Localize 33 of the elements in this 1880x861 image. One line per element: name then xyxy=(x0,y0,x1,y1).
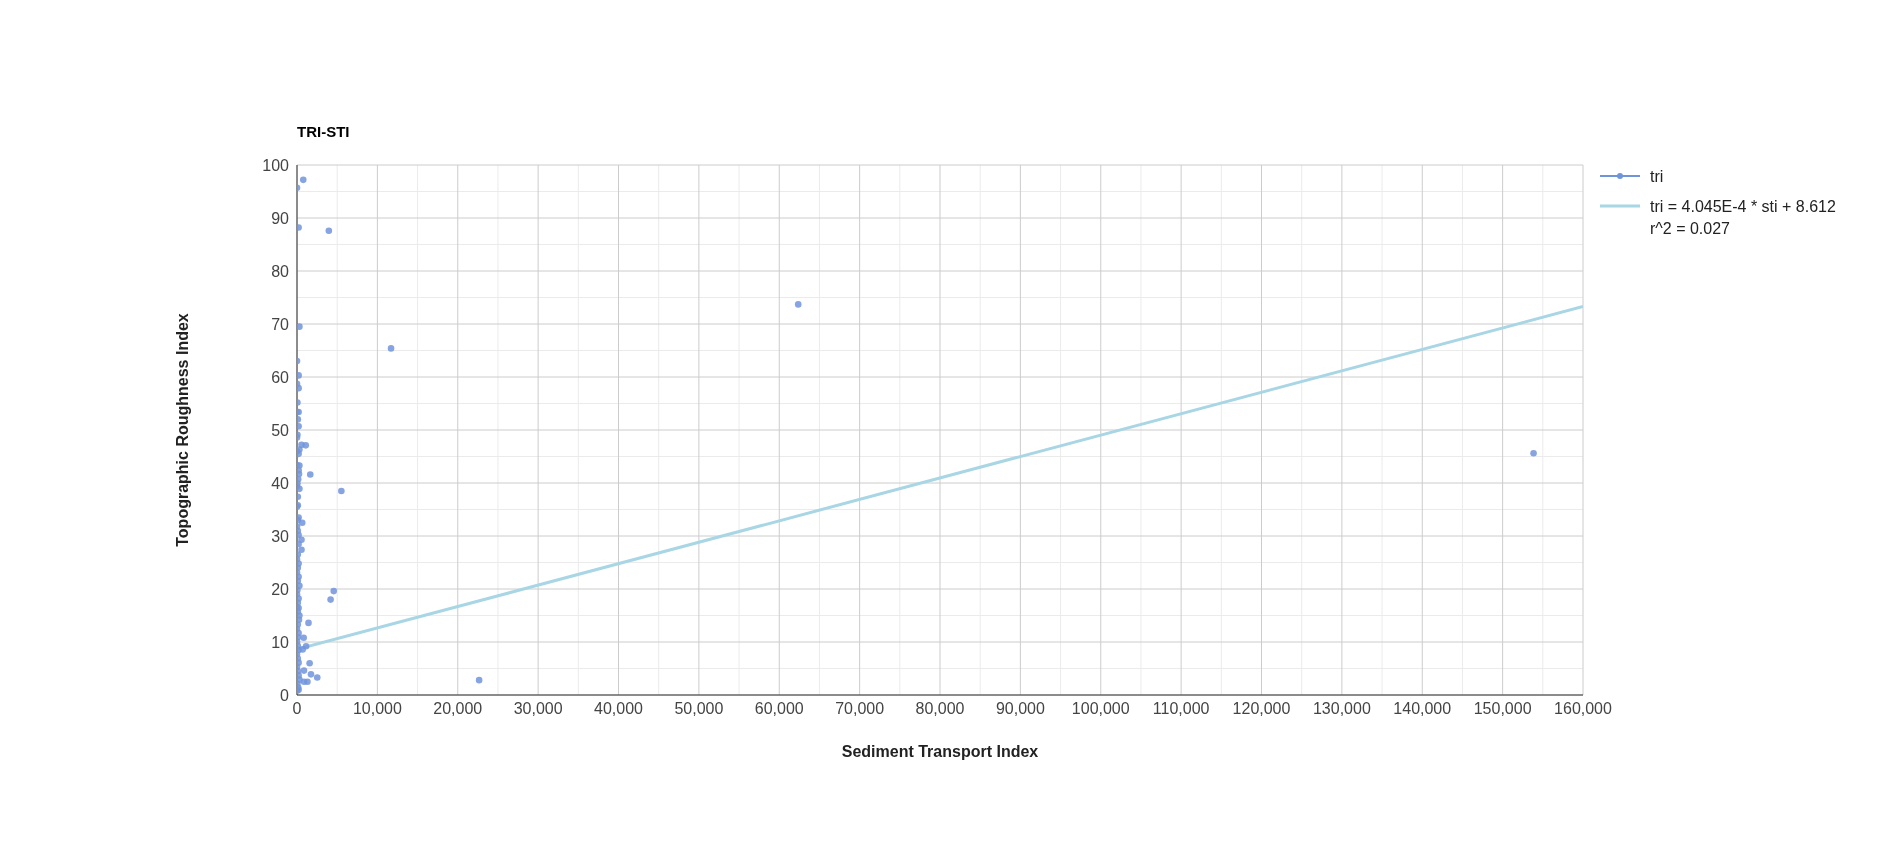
x-axis-title: Sediment Transport Index xyxy=(840,743,1040,761)
x-tick-label: 140,000 xyxy=(1393,700,1452,718)
x-tick-label: 100,000 xyxy=(1071,700,1130,718)
legend-label: tri = 4.045E-4 * sti + 8.612 r^2 = 0.027 xyxy=(1650,197,1836,239)
y-tick-label: 60 xyxy=(271,368,290,386)
y-tick-label: 70 xyxy=(271,315,290,333)
y-tick-label: 50 xyxy=(271,421,290,439)
x-tick-label: 10,000 xyxy=(352,700,402,718)
y-axis-title: Topographic Roughness Index xyxy=(174,313,192,547)
x-tick-label: 120,000 xyxy=(1232,700,1291,718)
y-tick-label: 40 xyxy=(271,474,290,492)
x-tick-label: 30,000 xyxy=(513,700,563,718)
y-tick-label: 0 xyxy=(280,686,290,704)
x-tick-label: 20,000 xyxy=(433,700,483,718)
x-tick-label: 0 xyxy=(292,700,302,718)
chart-title: TRI-STI xyxy=(297,123,350,140)
x-tick-label: 50,000 xyxy=(674,700,724,718)
x-tick-label: 110,000 xyxy=(1152,700,1210,718)
x-tick-label: 150,000 xyxy=(1473,700,1532,718)
y-tick-label: 20 xyxy=(271,580,290,598)
y-tick-label: 80 xyxy=(271,262,290,280)
x-tick-label: 40,000 xyxy=(594,700,644,718)
x-tick-label: 90,000 xyxy=(995,700,1045,718)
y-tick-label: 30 xyxy=(271,527,290,545)
y-tick-label: 100 xyxy=(262,156,290,174)
x-tick-label: 60,000 xyxy=(754,700,804,718)
y-tick-label: 10 xyxy=(271,633,290,651)
x-tick-label: 160,000 xyxy=(1554,700,1613,718)
x-tick-label: 80,000 xyxy=(915,700,965,718)
x-tick-label: 70,000 xyxy=(835,700,885,718)
y-tick-label: 90 xyxy=(271,209,290,227)
legend-label: tri xyxy=(1650,167,1664,187)
x-tick-label: 130,000 xyxy=(1312,700,1371,718)
